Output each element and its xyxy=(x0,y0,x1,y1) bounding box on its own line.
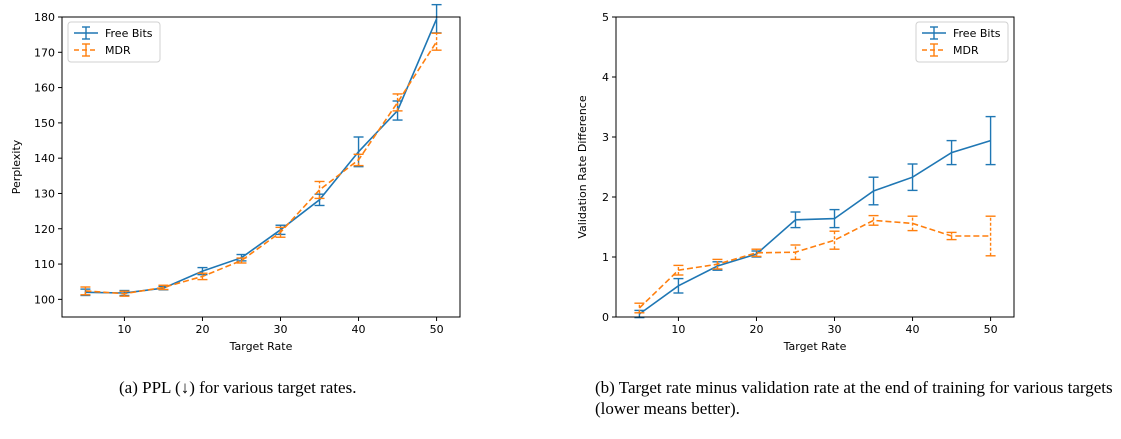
y-axis-label: Perplexity xyxy=(10,139,23,194)
plot-frame xyxy=(61,16,461,318)
y-tick-label: 160 xyxy=(34,82,55,95)
legend-entry: MDR xyxy=(922,43,979,57)
x-tick-label: 30 xyxy=(828,323,842,336)
x-tick-label: 10 xyxy=(117,323,131,336)
error-bar xyxy=(751,248,762,258)
y-tick-label: 2 xyxy=(602,191,609,204)
caption-b: (b) Target rate minus validation rate at… xyxy=(595,378,1113,418)
y-tick-label: 120 xyxy=(34,223,55,236)
error-bar xyxy=(431,32,442,51)
x-axis-label: Target Rate xyxy=(783,340,847,353)
error-bar xyxy=(80,286,91,296)
series-free-bits xyxy=(634,115,996,319)
legend-label: Free Bits xyxy=(953,27,1001,40)
error-bar xyxy=(790,211,801,229)
error-bar xyxy=(314,180,325,200)
legend-label: MDR xyxy=(105,44,131,57)
y-tick-label: 3 xyxy=(602,131,609,144)
x-tick-label: 20 xyxy=(749,323,763,336)
error-bar xyxy=(158,284,169,291)
legend: Free Bits MDR xyxy=(915,21,1009,63)
y-tick-label: 5 xyxy=(602,11,609,24)
error-bar xyxy=(634,302,645,314)
legend-entry: MDR xyxy=(74,43,131,57)
legend-box xyxy=(915,21,1009,63)
y-axis-label: Validation Rate Difference xyxy=(576,95,589,238)
error-bar xyxy=(829,230,840,250)
error-bar xyxy=(392,93,403,112)
x-tick-label: 30 xyxy=(274,323,288,336)
error-bar xyxy=(236,257,247,264)
error-bar xyxy=(790,244,801,261)
series-line xyxy=(638,139,991,315)
validation-rate-difference-chart: 10 20 30 40 50 0 1 2 3 4 5 Target Rate Validation Ra… xyxy=(576,11,1015,353)
series-mdr xyxy=(80,32,442,297)
x-tick-label: 10 xyxy=(671,323,685,336)
y-tick-label: 0 xyxy=(602,311,609,324)
x-tick-label: 40 xyxy=(906,323,920,336)
y-tick-label: 150 xyxy=(34,117,55,130)
x-tick-label: 50 xyxy=(430,323,444,336)
legend-label: Free Bits xyxy=(105,27,153,40)
error-bar xyxy=(119,290,130,297)
error-bar xyxy=(907,215,918,232)
error-bar xyxy=(985,215,996,257)
caption-a: (a) PPL (↓) for various target rates. xyxy=(119,378,357,397)
y-tick-label: 100 xyxy=(34,293,55,306)
error-bar xyxy=(868,176,879,206)
error-bar xyxy=(907,163,918,192)
series-line xyxy=(638,219,991,309)
error-bar xyxy=(946,231,957,241)
error-bar xyxy=(673,277,684,294)
legend-box xyxy=(67,21,161,63)
x-tick-label: 20 xyxy=(195,323,209,336)
perplexity-chart: 10 20 30 40 50 100 110 120 130 140 150 160 170 180 Tar… xyxy=(10,3,461,353)
series-line xyxy=(85,41,438,295)
x-tick-label: 50 xyxy=(984,323,998,336)
x-axis-label: Target Rate xyxy=(229,340,293,353)
y-tick-label: 110 xyxy=(34,258,55,271)
error-bar xyxy=(197,272,208,281)
series-mdr xyxy=(634,214,996,314)
panel-b: 10 20 30 40 50 0 1 2 3 4 5 Target Rate Validation Ra… xyxy=(560,0,1121,439)
error-bar xyxy=(712,258,723,270)
panel-a: 10 20 30 40 50 100 110 120 130 140 150 160 170 180 Tar… xyxy=(0,0,560,439)
error-bar xyxy=(868,214,879,226)
error-bar xyxy=(673,264,684,276)
error-bar xyxy=(353,153,364,167)
error-bar xyxy=(946,139,957,166)
error-bar xyxy=(829,208,840,229)
y-tick-label: 170 xyxy=(34,46,55,59)
y-tick-label: 130 xyxy=(34,187,55,200)
x-tick-label: 40 xyxy=(352,323,366,336)
error-bar xyxy=(985,115,996,166)
plot-frame xyxy=(615,16,1015,318)
legend: Free Bits MDR xyxy=(67,21,161,63)
legend-entry: Free Bits xyxy=(74,26,153,40)
y-tick-label: 4 xyxy=(602,71,609,84)
y-tick-label: 140 xyxy=(34,152,55,165)
legend-entry: Free Bits xyxy=(922,26,1001,40)
error-bar xyxy=(275,226,286,238)
legend-label: MDR xyxy=(953,44,979,57)
y-tick-label: 1 xyxy=(602,251,609,264)
error-bar xyxy=(353,136,364,168)
y-tick-label: 180 xyxy=(34,11,55,24)
